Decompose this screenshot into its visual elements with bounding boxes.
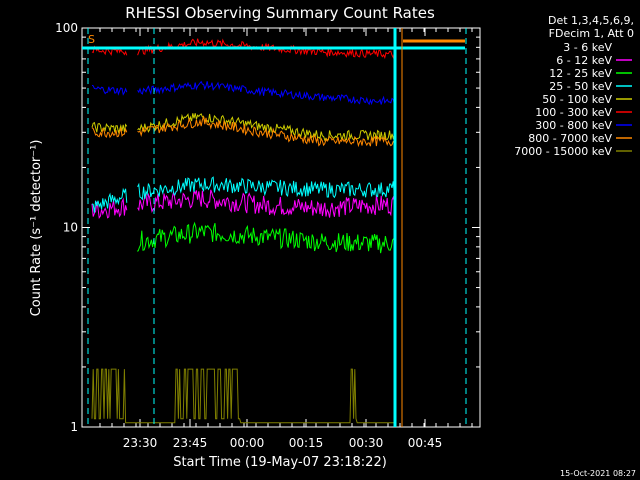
legend-label: 300 - 800 keV <box>535 119 612 132</box>
legend: Det 1,3,4,5,6,9, FDecim 1, Att 0 3 - 6 k… <box>514 14 634 158</box>
footer-date: 15-Oct-2021 08:27 <box>560 469 636 478</box>
legend-label: 50 - 100 keV <box>542 93 612 106</box>
series-layer <box>91 38 396 424</box>
x-axis-label: Start Time (19-May-07 23:18:22) <box>173 455 387 470</box>
series-12to25keV-line <box>136 221 396 254</box>
marker-lines <box>82 28 467 427</box>
x-tick-label: 00:45 <box>408 436 443 450</box>
legend-header-2: FDecim 1, Att 0 <box>549 27 634 40</box>
x-tick-label: 23:30 <box>123 436 158 450</box>
s-annotation: S <box>88 33 95 46</box>
x-tick-label: 00:15 <box>289 436 324 450</box>
chart-title: RHESSI Observing Summary Count Rates <box>125 4 435 22</box>
series-6to12keV-line <box>91 189 395 220</box>
series-25to50keV-line <box>91 176 395 213</box>
axes: 1 10 100 23:30 23:45 00:00 00:15 00:30 00:45 <box>55 21 480 450</box>
y-tick-label: 100 <box>55 21 78 35</box>
series-300to800keV-line <box>91 80 395 106</box>
legend-label: 100 - 300 keV <box>535 106 612 119</box>
y-tick-label: 1 <box>70 420 78 434</box>
legend-label: 800 - 7000 keV <box>528 132 612 145</box>
x-tick-label: 23:45 <box>173 436 208 450</box>
x-tick-label: 00:30 <box>349 436 384 450</box>
plot-frame <box>81 27 481 428</box>
y-axis-label: Count Rate (s⁻¹ detector⁻¹) <box>29 140 44 317</box>
legend-label: 3 - 6 keV <box>563 41 612 54</box>
legend-header-1: Det 1,3,4,5,6,9, <box>548 14 634 27</box>
y-tick-label: 10 <box>63 221 78 235</box>
legend-label: 12 - 25 keV <box>549 67 612 80</box>
legend-label: 7000 - 15000 keV <box>514 145 612 158</box>
series-800to7000keV-line <box>91 115 395 148</box>
series-7000to15000keV-line <box>91 368 395 424</box>
legend-label: 6 - 12 keV <box>556 54 612 67</box>
legend-label: 25 - 50 keV <box>549 80 612 93</box>
series-50to100keV-line <box>91 113 395 142</box>
x-tick-label: 00:00 <box>230 436 265 450</box>
series-3to6keV-line <box>136 247 396 299</box>
